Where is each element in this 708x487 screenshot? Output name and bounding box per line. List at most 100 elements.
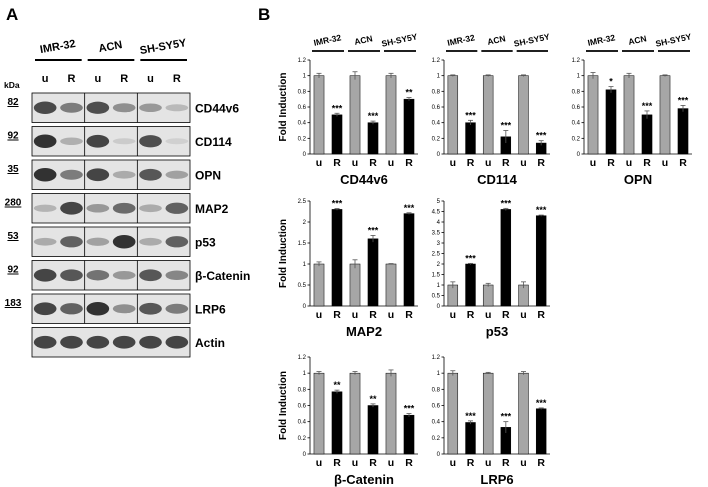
panel-b-label: B (258, 5, 270, 24)
y-tick-label: 1.2 (432, 58, 441, 64)
blot-kda-marker: 53 (7, 231, 19, 242)
bar (482, 75, 494, 155)
x-category-label: u (485, 309, 491, 321)
y-tick-label: 0.2 (432, 136, 441, 142)
chart-title: OPN (624, 172, 652, 187)
y-tick-label: 0.6 (432, 404, 441, 410)
blot-protein-label: CD44v6 (195, 101, 239, 115)
group-header: IMR-32 (446, 32, 476, 48)
blot-protein-label: β-Catenin (195, 269, 250, 283)
y-tick-label: 5 (437, 199, 441, 205)
x-category-label: u (352, 157, 358, 169)
blot-band (33, 237, 57, 246)
y-tick-label: 1.2 (432, 355, 441, 361)
x-category-label: u (316, 457, 322, 469)
x-category-label: R (537, 309, 545, 321)
blot-strip (31, 293, 191, 324)
y-tick-label: 1.2 (298, 355, 307, 361)
blot-band (60, 303, 83, 315)
bar (367, 405, 379, 455)
x-category-label: R (405, 309, 413, 321)
bar (677, 108, 689, 155)
blot-band (86, 237, 110, 246)
chart-2: 0 0.2 0.4 0.6 0.8 1 1.2 u * R u *** R u *** R IMR-32 ACN S… (572, 31, 693, 187)
x-category-label: R (405, 457, 413, 469)
blot-strip (31, 260, 191, 291)
chart-title: MAP2 (346, 324, 382, 339)
chart-title: p53 (486, 324, 508, 339)
significance-stars: *** (536, 205, 547, 215)
blot-kda-label: kDa (4, 80, 20, 90)
bar (349, 263, 361, 307)
blot-band (60, 169, 83, 180)
blot-band (165, 335, 189, 349)
bar (385, 372, 397, 455)
x-category-label: u (485, 457, 491, 469)
x-category-label: u (520, 157, 526, 169)
significance-stars: *** (678, 95, 689, 105)
blot-band (60, 137, 83, 146)
blot-band (139, 335, 162, 349)
blot-cell-line-label: ACN (98, 39, 124, 55)
y-tick-label: 4.5 (432, 210, 441, 216)
blot-strip (31, 327, 191, 358)
y-tick-label: 1 (303, 74, 307, 80)
y-tick-label: 4 (437, 220, 441, 226)
significance-stars: *** (404, 203, 415, 213)
blot-band (33, 302, 57, 316)
y-tick-label: 0.2 (432, 436, 441, 442)
blot-band (60, 269, 83, 282)
y-axis-label: Fold Induction (278, 73, 289, 142)
blot-band (165, 104, 189, 112)
bar (349, 75, 361, 155)
blot-protein-label: CD114 (195, 135, 232, 149)
bar (535, 408, 547, 455)
blot-band (139, 204, 162, 213)
significance-stars: ** (369, 394, 377, 404)
blot-strip (31, 159, 191, 190)
x-category-label: u (450, 157, 456, 169)
bar (659, 75, 671, 155)
y-tick-label: 2.5 (298, 199, 307, 205)
blot-band (60, 236, 83, 248)
bar (313, 75, 325, 155)
blot-kda-marker: 280 (5, 198, 22, 209)
y-tick-label: 0.8 (572, 89, 581, 95)
chart-0: 0 0.2 0.4 0.6 0.8 1 1.2 u *** R u *** R u ** R IMR-32 ACN… (278, 31, 419, 187)
blot-band (165, 270, 189, 280)
y-tick-label: 1 (437, 74, 441, 80)
x-category-label: R (537, 457, 545, 469)
blot-band (33, 335, 57, 349)
x-category-label: R (369, 457, 377, 469)
bar (331, 209, 343, 307)
x-category-label: R (643, 157, 651, 169)
chart-title: LRP6 (480, 472, 513, 487)
blot-protein-label: MAP2 (195, 202, 229, 216)
y-tick-label: 2.5 (432, 252, 441, 258)
y-tick-label: 2 (437, 262, 441, 268)
blot-band (112, 202, 136, 214)
blot-kda-marker: 35 (7, 164, 19, 175)
bar (465, 263, 476, 307)
blot-protein-label: LRP6 (195, 302, 226, 316)
x-category-label: R (502, 157, 510, 169)
blot-band (139, 135, 162, 148)
x-category-label: u (450, 309, 456, 321)
y-tick-label: 0 (437, 452, 441, 458)
y-tick-label: 1.2 (572, 58, 581, 64)
blot-lane-label: u (42, 73, 49, 85)
bar (349, 372, 361, 455)
y-tick-label: 0 (303, 452, 307, 458)
blot-band (86, 335, 110, 349)
y-tick-label: 1.5 (298, 241, 307, 247)
blot-band (86, 134, 110, 148)
blot-band (112, 103, 136, 113)
bar (465, 422, 476, 455)
blot-band (139, 168, 162, 181)
group-header: SH-SY5Y (513, 31, 551, 48)
x-category-label: R (333, 157, 341, 169)
significance-stars: *** (465, 110, 476, 120)
x-category-label: R (467, 457, 475, 469)
